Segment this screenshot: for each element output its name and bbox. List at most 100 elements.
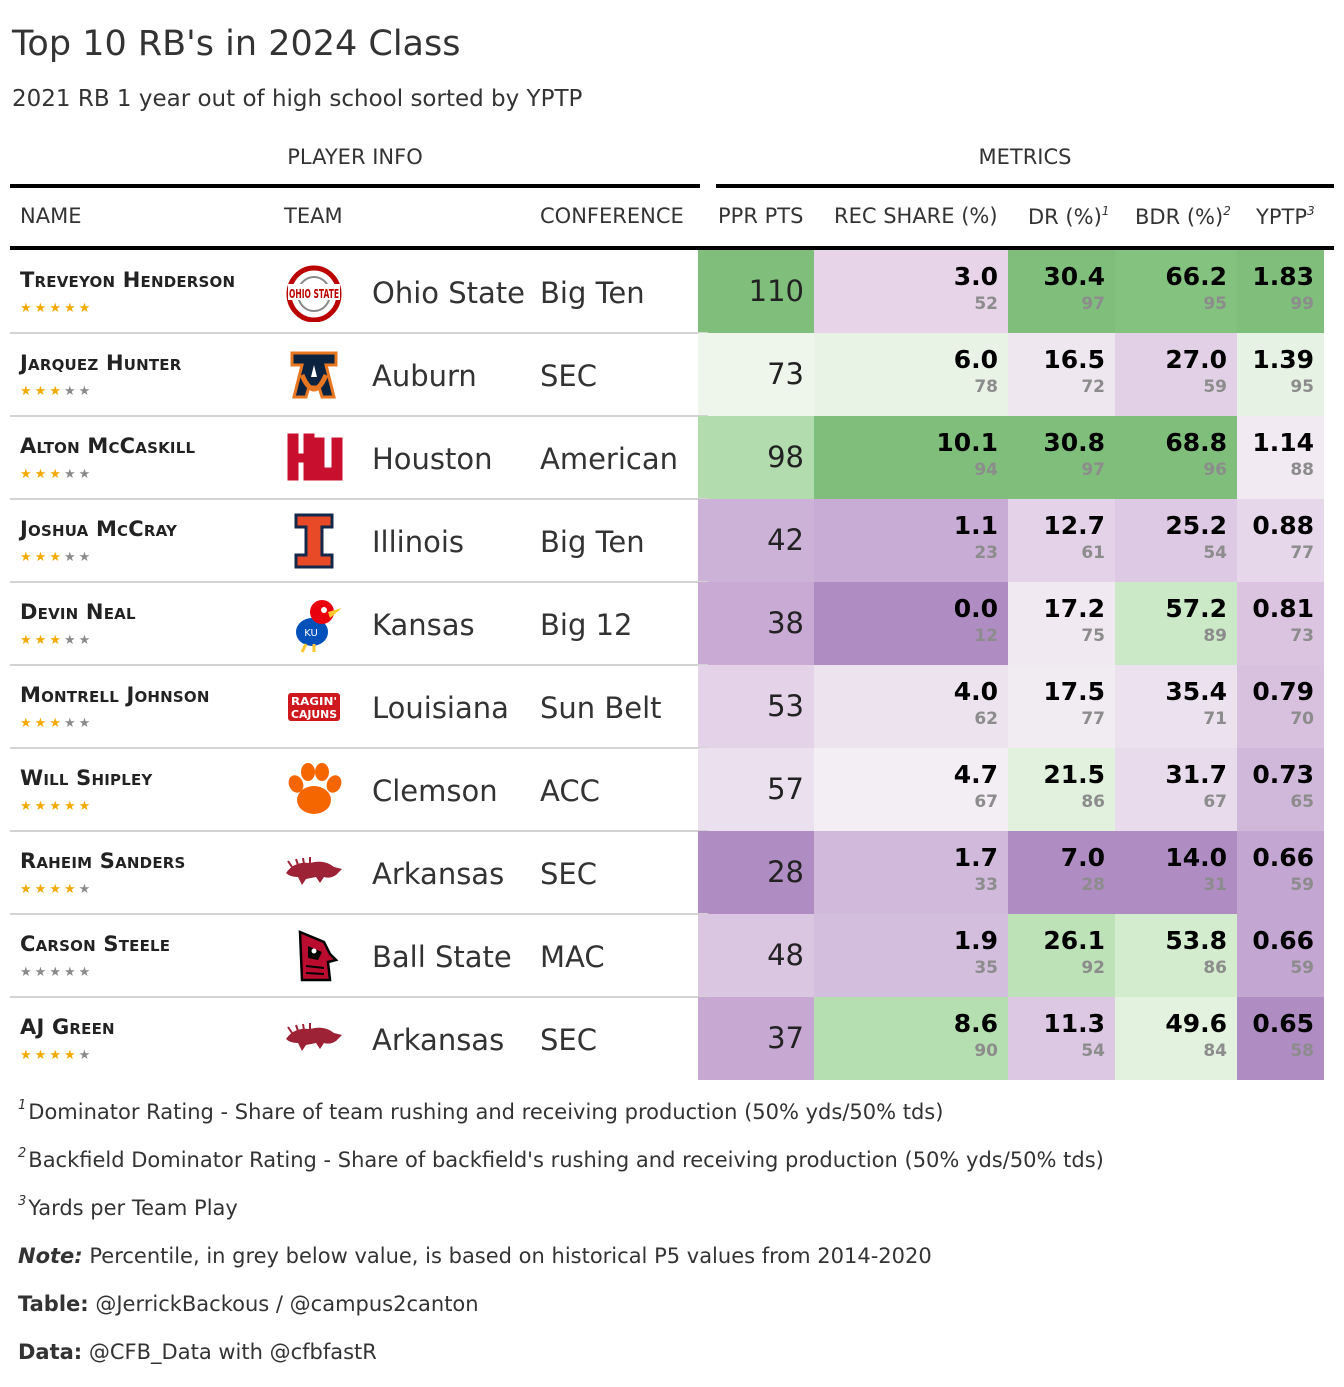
team-name: Kansas	[372, 608, 475, 642]
star-rating: ★★★★★	[20, 1048, 93, 1063]
row-divider	[10, 996, 708, 998]
dr-cell: 30.8 97	[1008, 416, 1115, 499]
col-header-bdr: BDR (%)2	[1135, 204, 1231, 229]
rec-share-percentile: 23	[974, 543, 998, 563]
table-row: Will Shipley ★★★★★ Clemson ACC 57 4.7 67 21.5 86…	[10, 748, 1334, 831]
star-icon: ★	[49, 1048, 64, 1063]
rec-share-cell: 0.0 12	[814, 582, 1008, 665]
yptp-cell: 0.73 65	[1237, 748, 1324, 831]
dr-cell: 17.2 75	[1008, 582, 1115, 665]
star-icon: ★	[78, 633, 94, 648]
table-row: Montrell Johnson ★★★★★ RAGIN' CAJUNS Louisia…	[10, 665, 1334, 748]
star-rating: ★★★★★	[20, 965, 93, 980]
col-header-yptp: YPTP3	[1256, 204, 1315, 229]
bdr-cell: 57.2 89	[1115, 582, 1237, 665]
yptp-value: 0.88	[1252, 511, 1314, 540]
dr-percentile: 28	[1081, 875, 1105, 895]
bdr-cell: 31.7 67	[1115, 748, 1237, 831]
note-text: Percentile, in grey below value, is base…	[82, 1244, 932, 1268]
star-rating: ★★★★★	[20, 384, 93, 399]
ppr-cell: 53	[698, 665, 814, 748]
table-row: Jarquez Hunter ★★★★★ Auburn SEC 73 6.0 78 16.5 7…	[10, 333, 1334, 416]
row-divider	[10, 913, 708, 915]
rec-share-cell: 4.0 62	[814, 665, 1008, 748]
rec-share-value: 3.0	[953, 262, 998, 291]
team-name: Ball State	[372, 940, 512, 974]
bdr-value: 53.8	[1165, 926, 1227, 955]
star-icon: ★	[63, 384, 79, 399]
team-name: Houston	[372, 442, 493, 476]
star-icon: ★	[78, 716, 94, 731]
row-divider	[10, 830, 708, 832]
star-icon: ★	[63, 882, 79, 897]
star-icon: ★	[49, 716, 64, 731]
arkansas-logo	[284, 1009, 344, 1069]
rec-share-percentile: 78	[974, 377, 998, 397]
dr-value: 30.8	[1043, 428, 1105, 457]
bdr-cell: 25.2 54	[1115, 499, 1237, 582]
bdr-percentile: 95	[1203, 294, 1227, 314]
col-header-dr-footnote: 1	[1101, 204, 1110, 218]
dr-cell: 11.3 54	[1008, 997, 1115, 1080]
player-name: Jarquez Hunter	[20, 351, 182, 375]
conference-name: ACC	[540, 774, 600, 808]
source-table: Table: @JerrickBackous / @campus2canton	[18, 1292, 479, 1316]
dr-percentile: 86	[1081, 792, 1105, 812]
star-icon: ★	[34, 716, 50, 731]
star-icon: ★	[63, 633, 79, 648]
star-icon: ★	[49, 799, 64, 814]
note-label: Note:	[18, 1244, 83, 1268]
player-name: Alton McCaskill	[20, 434, 196, 458]
table-row: Alton McCaskill ★★★★★ Houston American 98 10.…	[10, 416, 1334, 499]
rec-share-cell: 8.6 90	[814, 997, 1008, 1080]
star-icon: ★	[78, 882, 94, 897]
table-row: Devin Neal ★★★★★ KU Kansas Big 12 38 0.0 12 17.2…	[10, 582, 1334, 665]
star-icon: ★	[49, 384, 64, 399]
star-rating: ★★★★★	[20, 301, 93, 316]
team-name: Auburn	[372, 359, 477, 393]
col-header-rec-share: REC SHARE (%)	[834, 204, 998, 228]
dr-cell: 7.0 28	[1008, 831, 1115, 914]
yptp-percentile: 58	[1290, 1041, 1314, 1061]
footnote-1: 1Dominator Rating - Share of team rushin…	[18, 1098, 943, 1124]
spanner-metrics: METRICS	[978, 145, 1072, 169]
star-icon: ★	[49, 633, 64, 648]
conference-name: SEC	[540, 857, 597, 891]
rec-share-value: 1.7	[953, 843, 998, 872]
dr-value: 12.7	[1043, 511, 1105, 540]
table-subtitle: 2021 RB 1 year out of high school sorted…	[12, 86, 583, 112]
yptp-percentile: 73	[1290, 626, 1314, 646]
row-divider	[10, 581, 708, 583]
bdr-percentile: 54	[1203, 543, 1227, 563]
ball-state-logo	[284, 926, 344, 986]
row-divider	[10, 747, 708, 749]
yptp-value: 0.81	[1252, 594, 1314, 623]
dr-percentile: 61	[1081, 543, 1105, 563]
rec-share-value: 0.0	[953, 594, 998, 623]
rec-share-value: 8.6	[953, 1009, 998, 1038]
ppr-cell: 38	[698, 582, 814, 665]
dr-value: 16.5	[1043, 345, 1105, 374]
rec-share-value: 4.7	[953, 760, 998, 789]
yptp-value: 0.65	[1252, 1009, 1314, 1038]
conference-name: SEC	[540, 359, 597, 393]
col-header-dr-label: DR (%)	[1028, 205, 1102, 229]
star-icon: ★	[20, 301, 35, 316]
kansas-logo: KU	[284, 594, 344, 654]
conference-name: Big Ten	[540, 525, 645, 559]
rec-share-cell: 4.7 67	[814, 748, 1008, 831]
player-name: Carson Steele	[20, 932, 171, 956]
footnote-3-text: Yards per Team Play	[28, 1196, 238, 1220]
footnote-2-mark: 2	[18, 1146, 27, 1161]
star-rating: ★★★★★	[20, 633, 93, 648]
conference-name: American	[540, 442, 679, 476]
yptp-percentile: 77	[1290, 543, 1314, 563]
yptp-value: 0.66	[1252, 926, 1314, 955]
star-icon: ★	[63, 716, 79, 731]
star-rating: ★★★★★	[20, 799, 93, 814]
houston-logo	[284, 428, 344, 488]
star-icon: ★	[34, 882, 50, 897]
dr-percentile: 77	[1081, 709, 1105, 729]
rec-share-cell: 3.0 52	[814, 250, 1008, 333]
col-header-ppr: PPR PTS	[718, 204, 804, 228]
